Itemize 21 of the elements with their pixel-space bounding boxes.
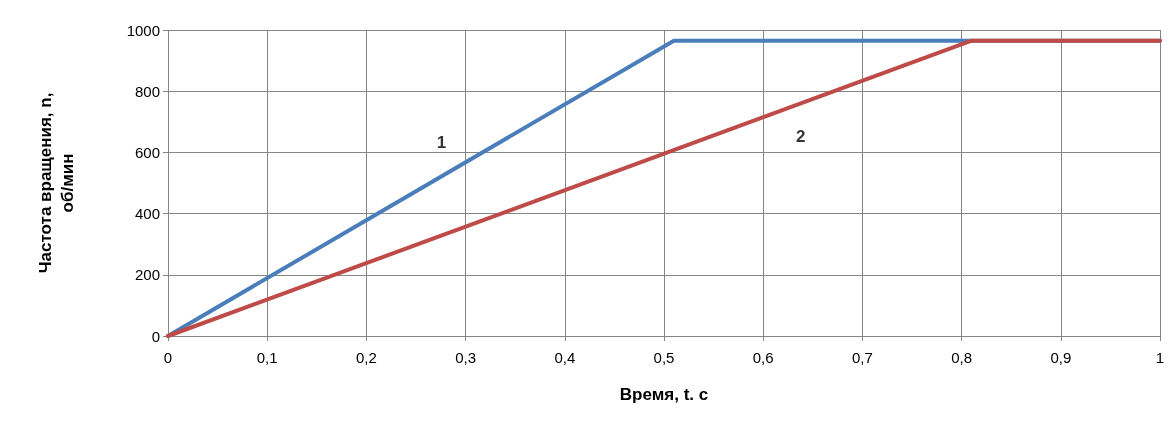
y-tick-label: 400 (134, 205, 160, 223)
x-tick-label: 0,1 (256, 349, 278, 366)
x-tick-label: 0,8 (951, 349, 973, 366)
x-tick-label: 0,5 (653, 349, 675, 366)
series-label: 2 (795, 127, 806, 147)
y-axis-title: Частота вращения, n, об/мин (35, 92, 77, 274)
x-tick-label: 0,3 (455, 349, 477, 366)
y-tick-label: 0 (151, 327, 160, 345)
x-tick-label: 0 (163, 349, 173, 366)
x-axis-title: Время, t. с (619, 385, 709, 404)
x-tick-label: 1 (1155, 349, 1165, 366)
y-tick-label: 600 (134, 143, 160, 161)
x-tick-label: 0,6 (752, 349, 774, 366)
x-tick-label: 0,7 (851, 349, 873, 366)
x-tick-label: 0,4 (554, 349, 576, 366)
y-tick-label: 1000 (126, 21, 160, 39)
y-tick-label: 800 (134, 82, 160, 100)
x-tick-label: 0,9 (1050, 349, 1072, 366)
x-tick-label: 0,2 (355, 349, 377, 366)
y-tick-label: 200 (134, 266, 160, 284)
series-label: 1 (436, 133, 447, 153)
